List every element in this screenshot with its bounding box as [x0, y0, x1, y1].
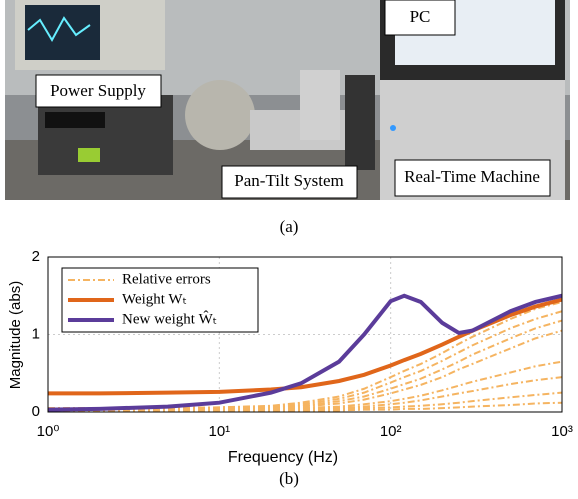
axes-frame — [47, 256, 563, 413]
caption: (a) — [280, 217, 299, 236]
x-tick-label: 10² — [380, 423, 402, 440]
photo: PC Power Supply Pan-Tilt System Real-Tim… — [5, 0, 570, 200]
legend-label: Relative errors — [122, 271, 211, 287]
x-tick-label: 10⁰ — [37, 423, 60, 440]
y-tick-label: 2 — [32, 248, 40, 265]
error-line — [48, 401, 563, 413]
photo-label: Pan-Tilt System — [234, 171, 343, 190]
y-axis-label: Magnitude (abs) — [7, 281, 24, 389]
photo-label: Power Supply — [50, 81, 146, 100]
x-tick-label: 10¹ — [208, 423, 230, 440]
x-axis-label: Frequency (Hz) — [228, 449, 338, 466]
legend-label: Weight Wₜ — [122, 291, 187, 307]
y-tick-label: 1 — [32, 325, 40, 342]
photo-label: Real-Time Machine — [404, 167, 540, 186]
legend-label: New weight Ŵₜ — [122, 310, 217, 327]
caption: (b) — [279, 469, 299, 488]
y-tick-label: 0 — [32, 403, 40, 420]
photo-label: PC — [410, 7, 431, 26]
line — [47, 293, 563, 412]
x-tick-label: 10³ — [551, 423, 573, 440]
